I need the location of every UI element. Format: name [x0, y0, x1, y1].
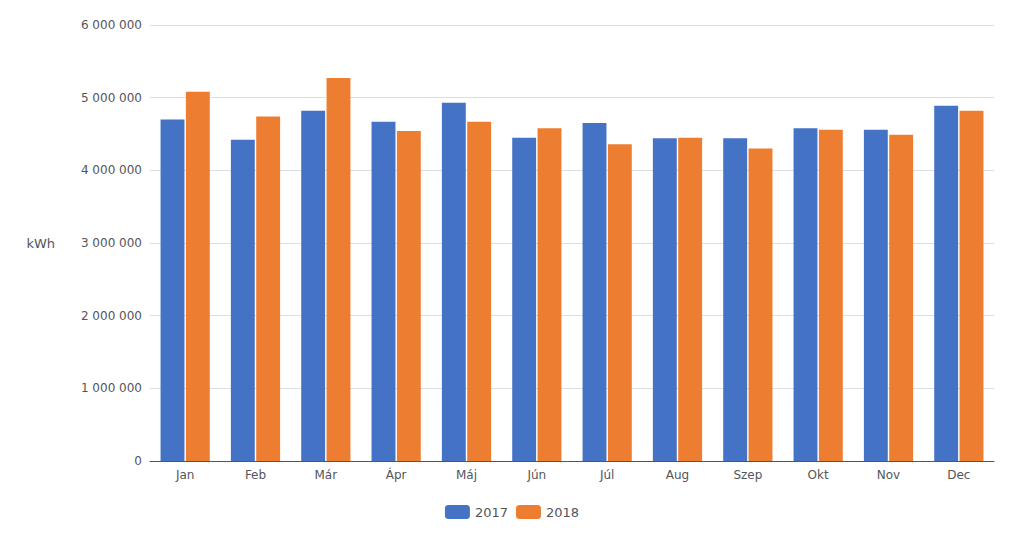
svg-text:2017: 2017: [475, 505, 508, 520]
svg-text:5 000 000: 5 000 000: [81, 91, 142, 105]
svg-text:Feb: Feb: [245, 468, 266, 482]
svg-text:Júl: Júl: [599, 468, 614, 482]
svg-text:Máj: Máj: [456, 468, 477, 482]
svg-text:Már: Már: [315, 468, 338, 482]
svg-text:Aug: Aug: [666, 468, 689, 482]
svg-text:Jan: Jan: [175, 468, 195, 482]
svg-text:Nov: Nov: [877, 468, 900, 482]
svg-text:Ápr: Ápr: [386, 467, 407, 482]
svg-text:2018: 2018: [546, 505, 579, 520]
svg-text:Dec: Dec: [947, 468, 970, 482]
svg-text:4 000 000: 4 000 000: [81, 163, 142, 177]
svg-text:Szep: Szep: [733, 468, 762, 482]
svg-text:0: 0: [134, 454, 142, 468]
svg-text:2 000 000: 2 000 000: [81, 309, 142, 323]
svg-text:6 000 000: 6 000 000: [81, 18, 142, 32]
svg-text:Jún: Jún: [526, 468, 546, 482]
svg-text:Okt: Okt: [808, 468, 829, 482]
svg-text:kWh: kWh: [26, 236, 55, 251]
svg-text:1 000 000: 1 000 000: [81, 381, 142, 395]
svg-text:3 000 000: 3 000 000: [81, 236, 142, 250]
